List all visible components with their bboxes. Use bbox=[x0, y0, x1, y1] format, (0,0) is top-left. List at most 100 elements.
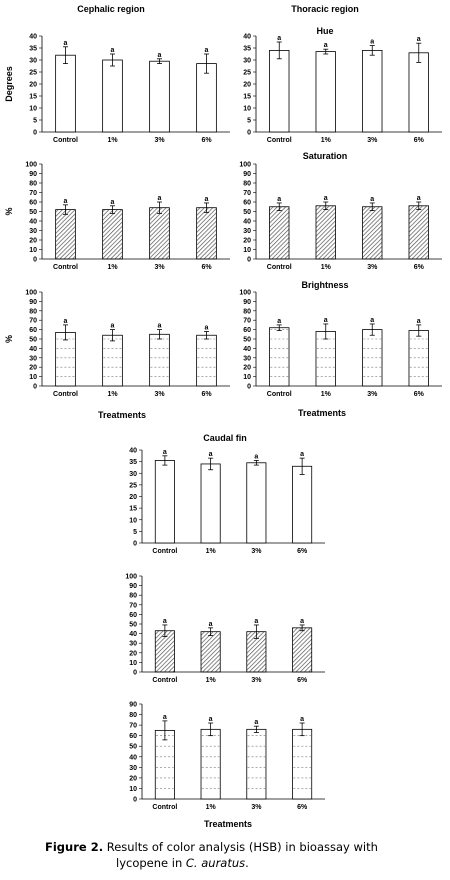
significance-letter: a bbox=[254, 453, 258, 460]
y-tick-label: 20 bbox=[243, 82, 251, 89]
y-tick-label: 70 bbox=[129, 723, 137, 730]
y-tick-label: 10 bbox=[129, 660, 137, 667]
treatments-label-bottom: Treatments bbox=[204, 819, 252, 829]
y-tick-label: 50 bbox=[29, 209, 37, 216]
y-tick-label: 20 bbox=[243, 238, 251, 245]
bar bbox=[408, 205, 429, 260]
bar bbox=[102, 334, 123, 387]
bar bbox=[269, 206, 290, 260]
x-tick-label: 3% bbox=[154, 137, 165, 144]
x-tick-label: 1% bbox=[107, 264, 118, 271]
bar bbox=[292, 627, 313, 673]
y-tick-label: 90 bbox=[29, 171, 37, 178]
y-tick-label: 100 bbox=[239, 162, 251, 169]
significance-letter: a bbox=[254, 719, 258, 726]
bar bbox=[408, 52, 429, 133]
y-tick-label: 30 bbox=[29, 58, 37, 65]
x-tick-label: Control bbox=[267, 391, 292, 398]
x-tick-label: Control bbox=[53, 391, 78, 398]
bar bbox=[154, 460, 175, 544]
x-tick-label: 3% bbox=[367, 391, 378, 398]
significance-letter: a bbox=[417, 36, 421, 43]
caption-text: Results of color analysis (HSB) in bioas… bbox=[106, 840, 378, 854]
y-tick-label: 30 bbox=[129, 641, 137, 648]
chart-caudal-fin-hue: 0 5 10 15 20 25 30 35 40 a Control a 1% a 3% a 6% bbox=[129, 448, 325, 555]
y-tick-label: 40 bbox=[243, 34, 251, 41]
y-tick-label: 80 bbox=[129, 593, 137, 600]
bar bbox=[246, 462, 267, 544]
significance-letter: a bbox=[64, 198, 68, 205]
y-tick-label: 20 bbox=[29, 365, 37, 372]
x-tick-label: Control bbox=[152, 548, 177, 555]
chart-thoracic-region-hue: 0 5 10 15 20 25 30 35 40 a Control a 1% a 3% a 6% bbox=[243, 34, 442, 144]
significance-letter: a bbox=[158, 195, 162, 202]
brightness-row-title: Brightness bbox=[301, 280, 348, 290]
y-tick-label: 20 bbox=[129, 775, 137, 782]
x-tick-label: 3% bbox=[154, 264, 165, 271]
figure-caption: Figure 2. Results of color analysis (HSB… bbox=[45, 839, 425, 871]
y-tick-label: 90 bbox=[29, 299, 37, 306]
significance-letter: a bbox=[370, 317, 374, 324]
y-tick-label: 25 bbox=[29, 70, 37, 77]
significance-letter: a bbox=[111, 323, 115, 330]
bar bbox=[149, 207, 170, 260]
x-tick-label: 3% bbox=[251, 548, 262, 555]
bar bbox=[362, 50, 383, 133]
x-tick-label: 6% bbox=[201, 137, 212, 144]
x-tick-label: 1% bbox=[107, 137, 118, 144]
significance-letter: a bbox=[64, 40, 68, 47]
x-tick-label: 3% bbox=[367, 264, 378, 271]
y-tick-label: 70 bbox=[29, 318, 37, 325]
caudal-fin-title: Caudal fin bbox=[203, 433, 247, 443]
y-axis-label: % bbox=[4, 207, 14, 215]
significance-letter: a bbox=[163, 449, 167, 456]
significance-letter: a bbox=[111, 47, 115, 54]
y-tick-label: 0 bbox=[33, 384, 37, 391]
x-tick-label: 3% bbox=[367, 137, 378, 144]
bar bbox=[315, 331, 336, 387]
y-tick-label: 90 bbox=[243, 171, 251, 178]
y-tick-label: 0 bbox=[133, 670, 137, 677]
y-tick-label: 40 bbox=[243, 346, 251, 353]
y-tick-label: 30 bbox=[129, 765, 137, 772]
x-tick-label: 1% bbox=[206, 677, 217, 684]
hue-row-title: Hue bbox=[316, 26, 333, 36]
y-tick-label: 10 bbox=[129, 786, 137, 793]
y-tick-label: 60 bbox=[129, 612, 137, 619]
x-tick-label: 1% bbox=[107, 391, 118, 398]
significance-letter: a bbox=[64, 318, 68, 325]
y-tick-label: 15 bbox=[129, 506, 137, 513]
y-tick-label: 5 bbox=[33, 118, 37, 125]
treatments-label-left: Treatments bbox=[98, 410, 146, 420]
significance-letter: a bbox=[254, 618, 258, 625]
y-tick-label: 25 bbox=[129, 482, 137, 489]
x-tick-label: 6% bbox=[297, 548, 308, 555]
bar bbox=[154, 630, 175, 673]
chart-cephalic-region-brightness: 0 10 20 30 40 50 60 70 80 90 100% a Control a 1% a 3% a 6% bbox=[4, 290, 230, 398]
x-tick-label: 6% bbox=[201, 391, 212, 398]
bar bbox=[102, 59, 123, 133]
y-tick-label: 30 bbox=[243, 228, 251, 235]
bar bbox=[102, 209, 123, 260]
y-tick-label: 60 bbox=[129, 733, 137, 740]
y-tick-label: 20 bbox=[129, 494, 137, 501]
y-tick-label: 50 bbox=[129, 744, 137, 751]
y-tick-label: 15 bbox=[243, 94, 251, 101]
y-tick-label: 0 bbox=[133, 797, 137, 804]
significance-letter: a bbox=[417, 318, 421, 325]
chart-cephalic-region-saturation: 0 10 20 30 40 50 60 70 80 90 100% a Control a 1% a 3% a 6% bbox=[4, 162, 230, 271]
y-tick-label: 10 bbox=[129, 517, 137, 524]
y-tick-label: 80 bbox=[243, 308, 251, 315]
y-tick-label: 0 bbox=[33, 130, 37, 137]
bar bbox=[196, 207, 217, 260]
y-tick-label: 100 bbox=[125, 574, 137, 581]
y-tick-label: 60 bbox=[29, 200, 37, 207]
x-tick-label: 6% bbox=[414, 137, 425, 144]
significance-letter: a bbox=[300, 618, 304, 625]
x-tick-label: Control bbox=[267, 137, 292, 144]
x-tick-label: Control bbox=[53, 137, 78, 144]
y-tick-label: 0 bbox=[247, 130, 251, 137]
y-tick-label: 30 bbox=[29, 355, 37, 362]
y-tick-label: 50 bbox=[243, 209, 251, 216]
bar bbox=[196, 63, 217, 133]
